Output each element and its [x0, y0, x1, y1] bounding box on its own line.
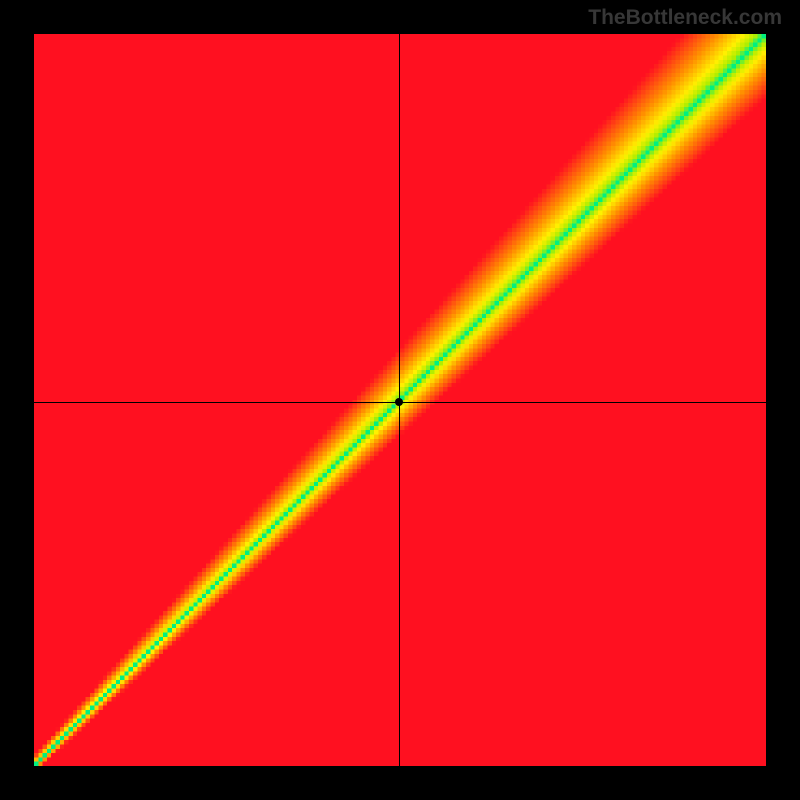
crosshair-marker [395, 398, 403, 406]
bottleneck-heatmap [34, 34, 766, 766]
watermark-text: TheBottleneck.com [588, 6, 782, 30]
